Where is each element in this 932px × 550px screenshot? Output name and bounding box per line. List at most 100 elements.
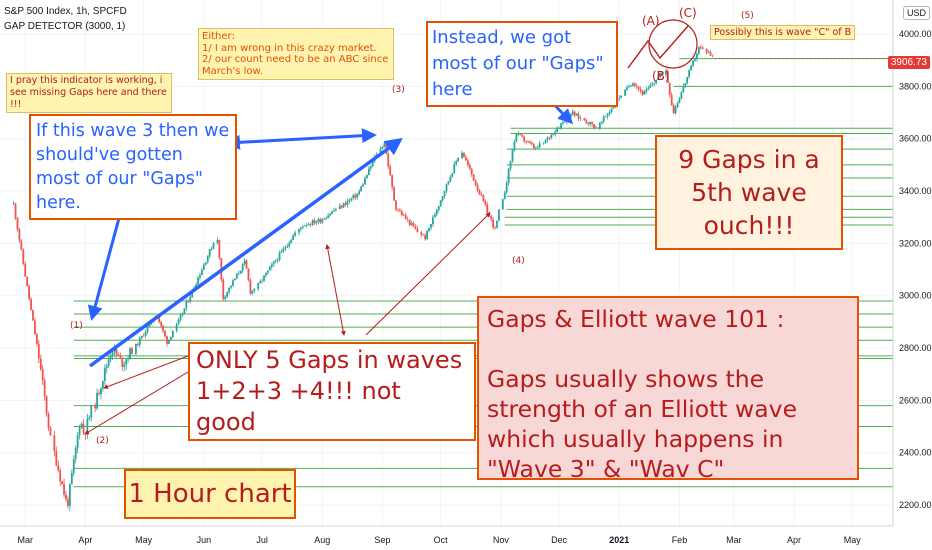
candle-body <box>129 348 131 359</box>
candle-body <box>406 218 409 220</box>
candle-body <box>680 92 683 99</box>
candle-body <box>684 83 687 86</box>
candle-body <box>585 120 588 123</box>
candle-body <box>243 260 246 265</box>
candle-body <box>144 332 147 337</box>
candle-body <box>486 204 489 214</box>
x-tick-label: Jun <box>197 535 212 545</box>
candle-body <box>408 219 411 225</box>
candle-body <box>692 60 694 66</box>
candle-body <box>164 331 166 337</box>
wave-label-3: (3) <box>392 85 405 95</box>
x-tick-label: Feb <box>672 535 688 545</box>
candle-body <box>389 166 392 176</box>
candle-body <box>542 142 545 144</box>
candle-body <box>511 149 514 162</box>
candle-body <box>261 280 263 282</box>
arrow-only5-4 <box>365 212 491 336</box>
candle-body <box>686 76 689 84</box>
candle-body <box>503 192 506 200</box>
candle-body <box>276 259 279 261</box>
candle-body <box>519 133 522 135</box>
candle-body <box>470 168 473 175</box>
candle-body <box>544 140 547 143</box>
candle-body <box>348 199 351 202</box>
candle-body <box>200 269 203 276</box>
candle-body <box>461 152 463 159</box>
candle-body <box>208 249 211 257</box>
y-tick-label: 4000.00 <box>899 29 932 39</box>
candle-body <box>666 71 669 83</box>
candle-body <box>167 339 170 344</box>
x-tick-label: Oct <box>434 535 449 545</box>
candle-body <box>288 242 291 247</box>
candle-body <box>294 232 296 236</box>
candle-body <box>16 217 19 230</box>
candle-body <box>478 190 481 195</box>
candle-body <box>189 296 192 302</box>
candle-body <box>338 205 341 210</box>
candle-body <box>257 283 260 289</box>
currency-button[interactable]: USD <box>903 6 931 20</box>
candle-body <box>437 205 440 211</box>
candle-body <box>218 239 221 259</box>
candle-body <box>649 85 652 88</box>
candle-body <box>241 264 244 271</box>
candle-body <box>690 65 693 71</box>
candle-body <box>711 55 714 57</box>
candle-body <box>379 148 382 155</box>
candle-body <box>606 113 609 117</box>
candle-body <box>232 280 234 286</box>
candle-body <box>410 223 413 225</box>
candle-body <box>323 218 326 220</box>
y-tick-label: 3400.00 <box>899 186 932 196</box>
candle-body <box>138 338 141 345</box>
candle-body <box>123 364 126 367</box>
candle-body <box>68 483 71 506</box>
candle-body <box>645 89 648 92</box>
candle-body <box>115 348 118 355</box>
candle-body <box>430 224 432 228</box>
candle-body <box>47 413 50 429</box>
candle-body <box>468 164 471 169</box>
candle-body <box>657 77 660 80</box>
x-tick-label: 2021 <box>609 535 629 545</box>
candle-body <box>676 103 679 108</box>
candle-body <box>439 200 442 206</box>
candle-body <box>659 72 661 78</box>
candle-body <box>301 226 304 228</box>
candle-body <box>397 209 399 211</box>
candle-body <box>121 357 124 367</box>
candle-body <box>313 220 316 224</box>
candle-body <box>501 199 504 210</box>
candle-body <box>428 227 430 231</box>
x-tick-label: Mar <box>726 535 742 545</box>
candle-body <box>134 343 137 354</box>
candle-body <box>86 418 89 435</box>
candle-body <box>583 118 586 121</box>
note-one-hour: 1 Hour chart <box>124 469 296 519</box>
candle-body <box>158 317 161 323</box>
x-tick-label: Mar <box>17 535 33 545</box>
x-tick-label: Nov <box>493 535 510 545</box>
candle-body <box>371 161 374 167</box>
abc-zigzag <box>627 25 689 69</box>
candle-body <box>637 86 640 90</box>
candle-body <box>604 116 607 118</box>
candle-body <box>160 322 163 326</box>
note-either-line: Either: <box>202 31 235 42</box>
candle-body <box>595 127 597 129</box>
candle-body <box>360 186 362 192</box>
candle-body <box>80 423 83 428</box>
candle-body <box>127 358 130 360</box>
candle-body <box>597 127 599 129</box>
candle-body <box>282 248 285 252</box>
candle-body <box>26 276 29 286</box>
candle-body <box>697 47 700 54</box>
candle-body <box>202 264 205 270</box>
candle-body <box>228 287 230 293</box>
candle-body <box>400 211 403 216</box>
y-tick-label: 3000.00 <box>899 291 932 301</box>
candle-body <box>311 220 314 225</box>
candle-body <box>233 278 236 281</box>
